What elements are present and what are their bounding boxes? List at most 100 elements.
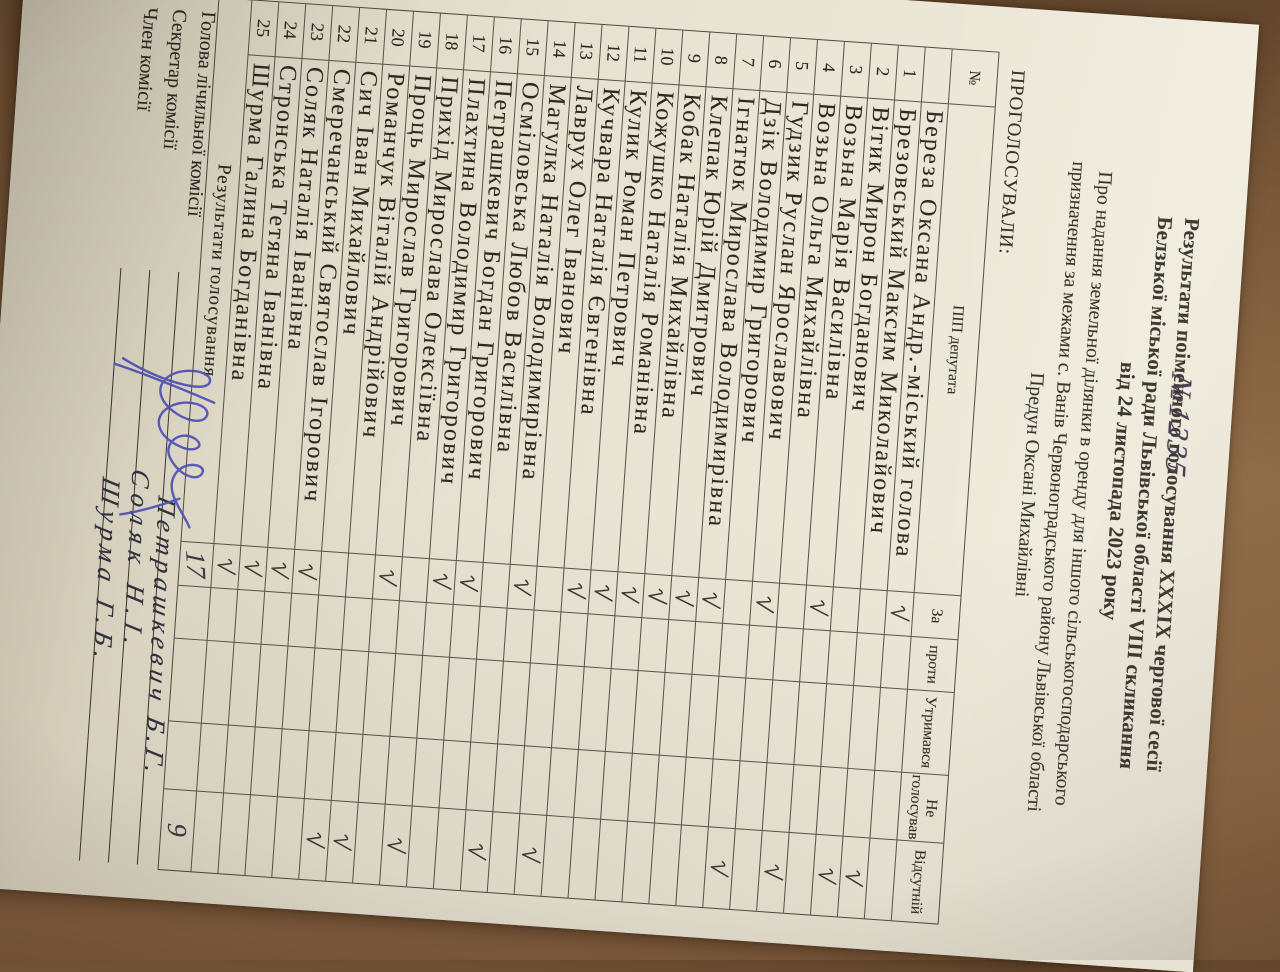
vote-cell-for bbox=[210, 544, 241, 590]
table-row: 1 Брезовський Максим Миколайович bbox=[836, 45, 925, 919]
vote-cell-absent bbox=[567, 817, 601, 900]
checkmark-icon bbox=[379, 570, 398, 587]
vote-cell-abstained bbox=[874, 687, 907, 773]
vote-cell-absent bbox=[379, 804, 412, 887]
checkmark-icon bbox=[594, 585, 614, 602]
vote-cell-for bbox=[668, 576, 699, 622]
row-number: 21 bbox=[355, 7, 387, 65]
table-row: 23 Соляк Наталія Іванівна bbox=[244, 4, 333, 877]
table-row: 21 Сич Іван Михайлович bbox=[298, 7, 387, 881]
vote-cell-against bbox=[475, 606, 507, 662]
checkmark-icon bbox=[711, 860, 730, 878]
table-row: 22 Смеречанський Святослав Ігорович bbox=[271, 6, 360, 879]
vote-cell-absent bbox=[675, 825, 708, 908]
vote-cell-not-voted bbox=[249, 727, 282, 798]
vote-cell-not-voted bbox=[600, 751, 632, 822]
vote-cell-abstained bbox=[227, 642, 261, 728]
vote-cell-for bbox=[856, 589, 887, 636]
vote-cell-against bbox=[529, 610, 561, 666]
vote-cell-not-voted bbox=[303, 731, 336, 801]
vote-cell-for bbox=[641, 574, 672, 620]
checkmark-icon bbox=[756, 596, 775, 614]
vote-cell-against bbox=[718, 623, 749, 679]
vote-cell-not-voted bbox=[653, 755, 686, 826]
row-number: 13 bbox=[570, 22, 602, 80]
vote-cell-absent bbox=[352, 802, 385, 885]
table-row: 8 Клепак Юрій Дмитрович bbox=[648, 32, 737, 906]
row-number: 4 bbox=[813, 39, 844, 97]
vote-cell-absent bbox=[244, 795, 277, 877]
vote-cell-against bbox=[826, 631, 857, 687]
vote-cell-abstained bbox=[847, 686, 880, 771]
vote-cell-for bbox=[398, 557, 429, 604]
vote-cell-against bbox=[341, 597, 372, 653]
row-number: 7 bbox=[732, 34, 764, 92]
vote-cell-for bbox=[371, 555, 402, 602]
vote-cell-not-voted bbox=[627, 753, 659, 824]
vote-cell-not-voted bbox=[761, 763, 794, 833]
checkmark-icon bbox=[433, 573, 453, 590]
table-row: 6 Дзік Володимир Григорович bbox=[702, 36, 791, 909]
checkmark-icon bbox=[244, 560, 264, 578]
checkmark-icon bbox=[460, 575, 479, 593]
vote-cell-for bbox=[722, 579, 753, 626]
vote-cell-not-voted bbox=[842, 768, 875, 839]
checkmark-icon bbox=[810, 600, 830, 617]
table-row: 19 Проць Мирослав Григорович bbox=[352, 11, 440, 885]
checkmark-icon bbox=[333, 834, 353, 851]
vote-cell-not-voted bbox=[707, 759, 740, 830]
checkmark-icon bbox=[306, 832, 326, 849]
vote-cell-against bbox=[556, 612, 588, 668]
vote-cell-absent bbox=[540, 815, 574, 898]
checkmark-icon bbox=[648, 588, 668, 605]
vote-cell-against bbox=[448, 604, 480, 660]
vote-cell-against bbox=[502, 608, 534, 664]
vote-cell-absent bbox=[809, 834, 843, 917]
vote-cell-against bbox=[637, 618, 669, 673]
vote-cell-for bbox=[829, 587, 860, 634]
vote-cell-not-voted bbox=[357, 734, 390, 805]
vote-cell-against bbox=[233, 589, 265, 645]
row-number: 6 bbox=[759, 36, 791, 93]
row-number: 11 bbox=[624, 26, 656, 84]
vote-cell-for bbox=[533, 566, 564, 613]
table-rows: Береза Оксана Андр.-міський голова 1 Брезо… bbox=[190, 0, 952, 921]
vote-cell-for bbox=[748, 581, 779, 628]
checkmark-icon bbox=[675, 590, 695, 607]
vote-cell-not-voted bbox=[734, 761, 767, 831]
vote-cell-absent bbox=[405, 806, 439, 889]
table-row: 16 Петрашкевич Богдан Григорович bbox=[432, 17, 521, 891]
checkmark-icon bbox=[818, 867, 838, 885]
vote-cell-for bbox=[506, 564, 537, 611]
row-number: 17 bbox=[463, 15, 494, 73]
checkmark-icon bbox=[468, 843, 487, 861]
vote-cell-against bbox=[879, 635, 911, 690]
table-row: 14 Магулка Наталія Володимирівна bbox=[486, 21, 575, 894]
vote-cell-for bbox=[560, 568, 591, 615]
row-number: 19 bbox=[409, 11, 440, 69]
row-number: 5 bbox=[786, 38, 817, 95]
vote-cell-absent bbox=[459, 810, 493, 892]
table-row: 20 Романчук Віталій Андрійович bbox=[325, 9, 413, 883]
vote-cell-for bbox=[318, 551, 349, 598]
vote-cell-against bbox=[368, 599, 399, 654]
row-number: 3 bbox=[840, 41, 871, 99]
row-number: 22 bbox=[328, 6, 360, 63]
checkmark-icon bbox=[522, 847, 542, 864]
header-num: № bbox=[947, 49, 999, 108]
vote-cell-abstained bbox=[470, 659, 503, 745]
row-number: 8 bbox=[705, 32, 737, 90]
vote-cell-against bbox=[260, 591, 292, 647]
row-number: 15 bbox=[516, 19, 548, 76]
table-row: 9 Кобак Наталія Михайлівна bbox=[621, 30, 710, 904]
row-number: 10 bbox=[651, 28, 683, 86]
vote-cell-against bbox=[422, 603, 453, 658]
table-row: 5 Гудзик Руслан Ярославович bbox=[729, 38, 817, 911]
header-for: За bbox=[910, 593, 961, 641]
table-row: 25 Шурма Галина Богданівна bbox=[190, 0, 279, 874]
row-number: 1 bbox=[893, 45, 925, 103]
checkmark-icon bbox=[702, 592, 722, 610]
vote-cell-against bbox=[583, 614, 615, 670]
vote-cell-for bbox=[291, 549, 322, 596]
